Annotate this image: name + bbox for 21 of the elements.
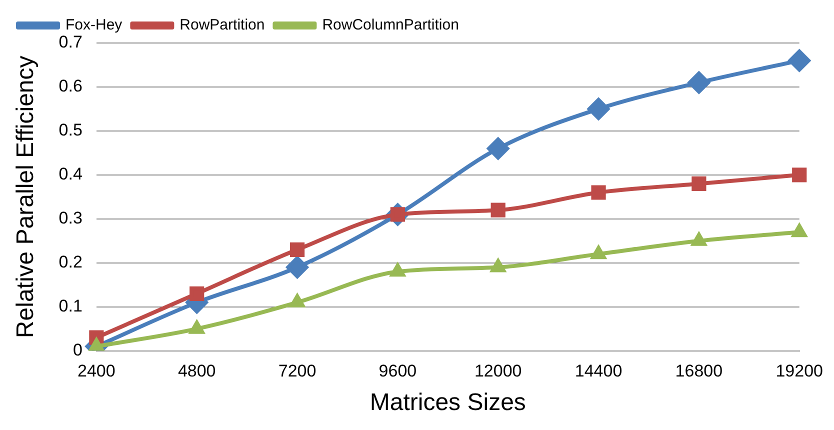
x-tick-label: 12000 <box>474 362 522 381</box>
x-tick-label: 4800 <box>178 362 216 381</box>
x-tick-label: 7200 <box>278 362 316 381</box>
legend-label: RowPartition <box>180 16 265 34</box>
y-tick-label: 0 <box>72 340 82 360</box>
x-tick-label: 16800 <box>675 362 723 381</box>
y-tick-label: 0.7 <box>58 32 82 52</box>
x-tick-label: 2400 <box>78 362 116 381</box>
legend-label: Fox-Hey <box>66 16 123 34</box>
legend-label: RowColumnPartition <box>322 16 459 34</box>
y-tick-label: 0.1 <box>58 296 82 316</box>
x-tick-label: 14400 <box>574 362 622 381</box>
x-axis-title: Matrices Sizes <box>370 389 526 416</box>
x-tick-label: 9600 <box>378 362 417 381</box>
x-tick-label: 19200 <box>776 362 824 381</box>
y-tick-label: 0.3 <box>58 208 82 228</box>
y-tick-label: 0.2 <box>58 252 82 272</box>
y-tick-label: 0.5 <box>58 120 82 140</box>
y-tick-label: 0.6 <box>58 76 82 96</box>
y-tick-label: 0.4 <box>58 164 82 184</box>
y-axis-title: Relative Parallel Efficiency <box>12 56 40 338</box>
